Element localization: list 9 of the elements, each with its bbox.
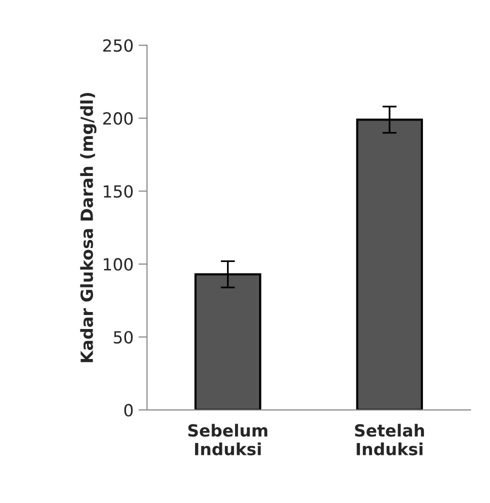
y-tick-label: 0 xyxy=(124,404,133,417)
y-tick-label: 200 xyxy=(103,112,133,125)
y-tick-label: 150 xyxy=(104,185,133,198)
y-tick-label: 100 xyxy=(104,258,133,271)
y-tick-label: 50 xyxy=(114,330,133,344)
x-tick-label: Setelah Induksi xyxy=(355,424,424,456)
x-tick-label: Sebelum Induksi xyxy=(188,424,268,456)
y-axis-title: Kadar Glukosa Darah (mg/dl) xyxy=(80,92,96,362)
y-tick-label: 250 xyxy=(103,39,133,52)
